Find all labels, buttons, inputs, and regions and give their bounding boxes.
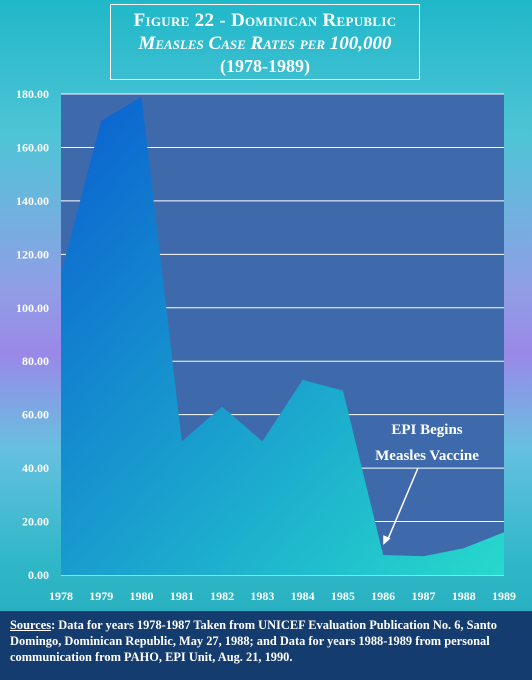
y-tick-label: 60.00: [22, 408, 49, 422]
sources-label: Sources: [10, 618, 52, 632]
y-axis-ticks: 0.00 20.00 40.00 60.00 80.00 100.00 120.00 140.…: [16, 87, 49, 582]
annotation-arrowhead: [383, 535, 391, 545]
x-tick-label: 1989: [492, 589, 516, 603]
area-series: [61, 96, 504, 575]
y-tick-label: 40.00: [22, 461, 49, 475]
y-tick-label: 180.00: [16, 87, 49, 101]
x-tick-label: 1979: [89, 589, 113, 603]
area-chart: 0.00 20.00 40.00 60.00 80.00 100.00 120.00 140.…: [16, 87, 516, 603]
annotation-arrow: [386, 467, 419, 542]
x-tick-label: 1982: [210, 589, 234, 603]
annotation-text: Measles Vaccine: [375, 448, 479, 464]
y-tick-label: 100.00: [16, 301, 49, 315]
chart-title-box: Figure 22 - Dominican Republic Measles C…: [110, 4, 420, 80]
x-tick-label: 1985: [331, 589, 355, 603]
sources-text: : Data for years 1978-1987 Taken from UN…: [10, 618, 497, 664]
y-tick-label: 120.00: [16, 247, 49, 261]
x-tick-label: 1983: [250, 589, 274, 603]
x-tick-label: 1986: [371, 589, 395, 603]
x-tick-label: 1984: [291, 589, 315, 603]
y-tick-label: 140.00: [16, 194, 49, 208]
x-tick-label: 1981: [170, 589, 194, 603]
y-tick-label: 160.00: [16, 140, 49, 154]
x-tick-label: 1980: [130, 589, 154, 603]
annotation-text: EPI Begins: [391, 422, 462, 438]
y-tick-label: 80.00: [22, 354, 49, 368]
annotation: EPI Begins Measles Vaccine: [375, 422, 479, 545]
sources-note: Sources: Data for years 1978-1987 Taken …: [0, 611, 532, 680]
chart-title: Figure 22 - Dominican Republic: [133, 10, 397, 31]
x-tick-label: 1987: [411, 589, 435, 603]
y-tick-label: 20.00: [22, 515, 49, 529]
chart-date-range: (1978-1989): [220, 56, 310, 76]
x-axis-ticks: 1978 1979 1980 1981 1982 1983 1984 1985 1986 1987…: [49, 589, 516, 603]
y-tick-label: 0.00: [28, 568, 49, 582]
x-tick-label: 1978: [49, 589, 73, 603]
chart-subtitle: Measles Case Rates per 100,000: [138, 33, 392, 54]
x-tick-label: 1988: [452, 589, 476, 603]
